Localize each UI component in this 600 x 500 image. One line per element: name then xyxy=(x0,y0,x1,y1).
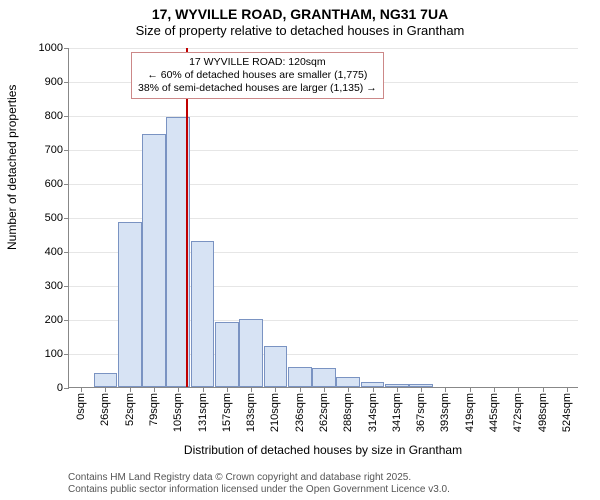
ytick-mark xyxy=(64,388,69,389)
ytick-label: 1000 xyxy=(39,42,63,54)
ytick-label: 900 xyxy=(45,76,63,88)
xtick-label: 341sqm xyxy=(391,393,403,432)
footer-credits: Contains HM Land Registry data © Crown c… xyxy=(68,472,590,496)
xtick-label: 131sqm xyxy=(197,393,209,432)
xtick-label: 0sqm xyxy=(75,393,87,420)
xtick-label: 445sqm xyxy=(488,393,500,432)
xtick-label: 472sqm xyxy=(512,393,524,432)
ytick-label: 100 xyxy=(45,348,63,360)
xtick-label: 524sqm xyxy=(561,393,573,432)
plot-area: 17 WYVILLE ROAD: 120sqm ← 60% of detache… xyxy=(68,48,578,428)
x-axis-label: Distribution of detached houses by size … xyxy=(68,443,578,457)
xtick-mark xyxy=(324,387,325,392)
xtick-mark xyxy=(81,387,82,392)
xtick-mark xyxy=(567,387,568,392)
xtick-label: 183sqm xyxy=(245,393,257,432)
page-subtitle: Size of property relative to detached ho… xyxy=(0,23,600,42)
footer-line1: Contains HM Land Registry data © Crown c… xyxy=(68,472,590,484)
ytick-label: 300 xyxy=(45,280,63,292)
plot-inner: 17 WYVILLE ROAD: 120sqm ← 60% of detache… xyxy=(68,48,578,388)
footer-line2: Contains public sector information licen… xyxy=(68,484,590,496)
xtick-mark xyxy=(154,387,155,392)
xtick-mark xyxy=(105,387,106,392)
xtick-label: 367sqm xyxy=(415,393,427,432)
xtick-mark xyxy=(251,387,252,392)
xtick-label: 105sqm xyxy=(172,393,184,432)
xtick-label: 314sqm xyxy=(367,393,379,432)
y-axis-label: Number of detached properties xyxy=(5,85,19,250)
xtick-label: 210sqm xyxy=(269,393,281,432)
xtick-label: 26sqm xyxy=(99,393,111,426)
xtick-mark xyxy=(178,387,179,392)
xtick-label: 393sqm xyxy=(439,393,451,432)
xtick-mark xyxy=(300,387,301,392)
ytick-label: 600 xyxy=(45,178,63,190)
ytick-label: 400 xyxy=(45,246,63,258)
xtick-label: 419sqm xyxy=(464,393,476,432)
xtick-label: 52sqm xyxy=(124,393,136,426)
xtick-mark xyxy=(227,387,228,392)
xtick-mark xyxy=(275,387,276,392)
xtick-mark xyxy=(518,387,519,392)
xtick-label: 236sqm xyxy=(294,393,306,432)
xtick-label: 288sqm xyxy=(342,393,354,432)
xtick-mark xyxy=(470,387,471,392)
xtick-mark xyxy=(130,387,131,392)
xtick-mark xyxy=(543,387,544,392)
ytick-label: 800 xyxy=(45,110,63,122)
xtick-label: 262sqm xyxy=(318,393,330,432)
page-title: 17, WYVILLE ROAD, GRANTHAM, NG31 7UA xyxy=(0,0,600,23)
xtick-mark xyxy=(445,387,446,392)
xtick-mark xyxy=(203,387,204,392)
ytick-label: 500 xyxy=(45,212,63,224)
xtick-mark xyxy=(494,387,495,392)
ytick-label: 0 xyxy=(57,382,63,394)
xtick-label: 498sqm xyxy=(537,393,549,432)
xtick-mark xyxy=(421,387,422,392)
xtick-mark xyxy=(373,387,374,392)
xtick-mark xyxy=(397,387,398,392)
chart-container: 17, WYVILLE ROAD, GRANTHAM, NG31 7UA Siz… xyxy=(0,0,600,500)
ytick-label: 700 xyxy=(45,144,63,156)
xtick-mark xyxy=(348,387,349,392)
xtick-label: 79sqm xyxy=(148,393,160,426)
xtick-label: 157sqm xyxy=(221,393,233,432)
ytick-label: 200 xyxy=(45,314,63,326)
xticks-layer: 0sqm26sqm52sqm79sqm105sqm131sqm157sqm183… xyxy=(69,48,578,387)
